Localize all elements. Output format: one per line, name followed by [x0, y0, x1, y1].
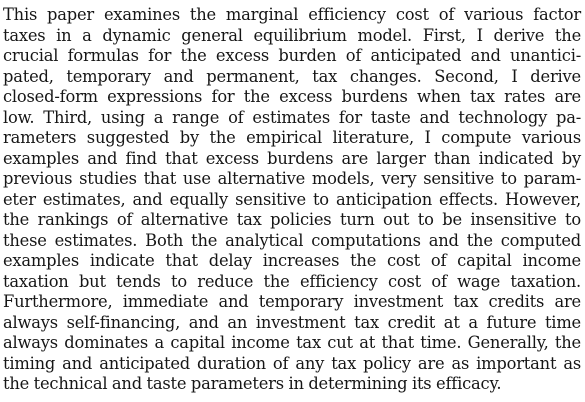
text-line: always dominates a capital income tax cu…	[3, 333, 581, 352]
text-line: rameters suggested by the empirical lite…	[3, 128, 581, 147]
text-line: pated, temporary and permanent, tax chan…	[3, 66, 581, 86]
text-line: examples indicate that delay increases t…	[3, 251, 581, 270]
text-line: taxation but tends to reduce the efficie…	[3, 271, 581, 291]
text-line: always self-financing, and an investment…	[3, 312, 581, 332]
abstract-text: This paper examines the marginal efficie…	[3, 5, 581, 395]
text-line: This paper examines the marginal efficie…	[3, 5, 581, 24]
text-line: crucial formulas for the excess burden o…	[3, 46, 581, 65]
text-line: low. Third, using a range of estimates f…	[3, 107, 581, 127]
text-line: the technical and taste parameters in de…	[3, 374, 502, 393]
text-line: closed-form expressions for the excess b…	[3, 87, 581, 106]
text-line: the rankings of alternative tax policies…	[3, 210, 581, 229]
text-line: taxes in a dynamic general equilibrium m…	[3, 25, 581, 45]
text-line: Furthermore, immediate and temporary inv…	[3, 292, 581, 311]
text-line: these estimates. Both the analytical com…	[3, 230, 581, 250]
text-line: previous studies that use alternative mo…	[3, 169, 581, 188]
text-line: timing and anticipated duration of any t…	[3, 353, 581, 373]
text-line: examples and find that excess burdens ar…	[3, 148, 581, 168]
text-line: eter estimates, and equally sensitive to…	[3, 189, 581, 209]
